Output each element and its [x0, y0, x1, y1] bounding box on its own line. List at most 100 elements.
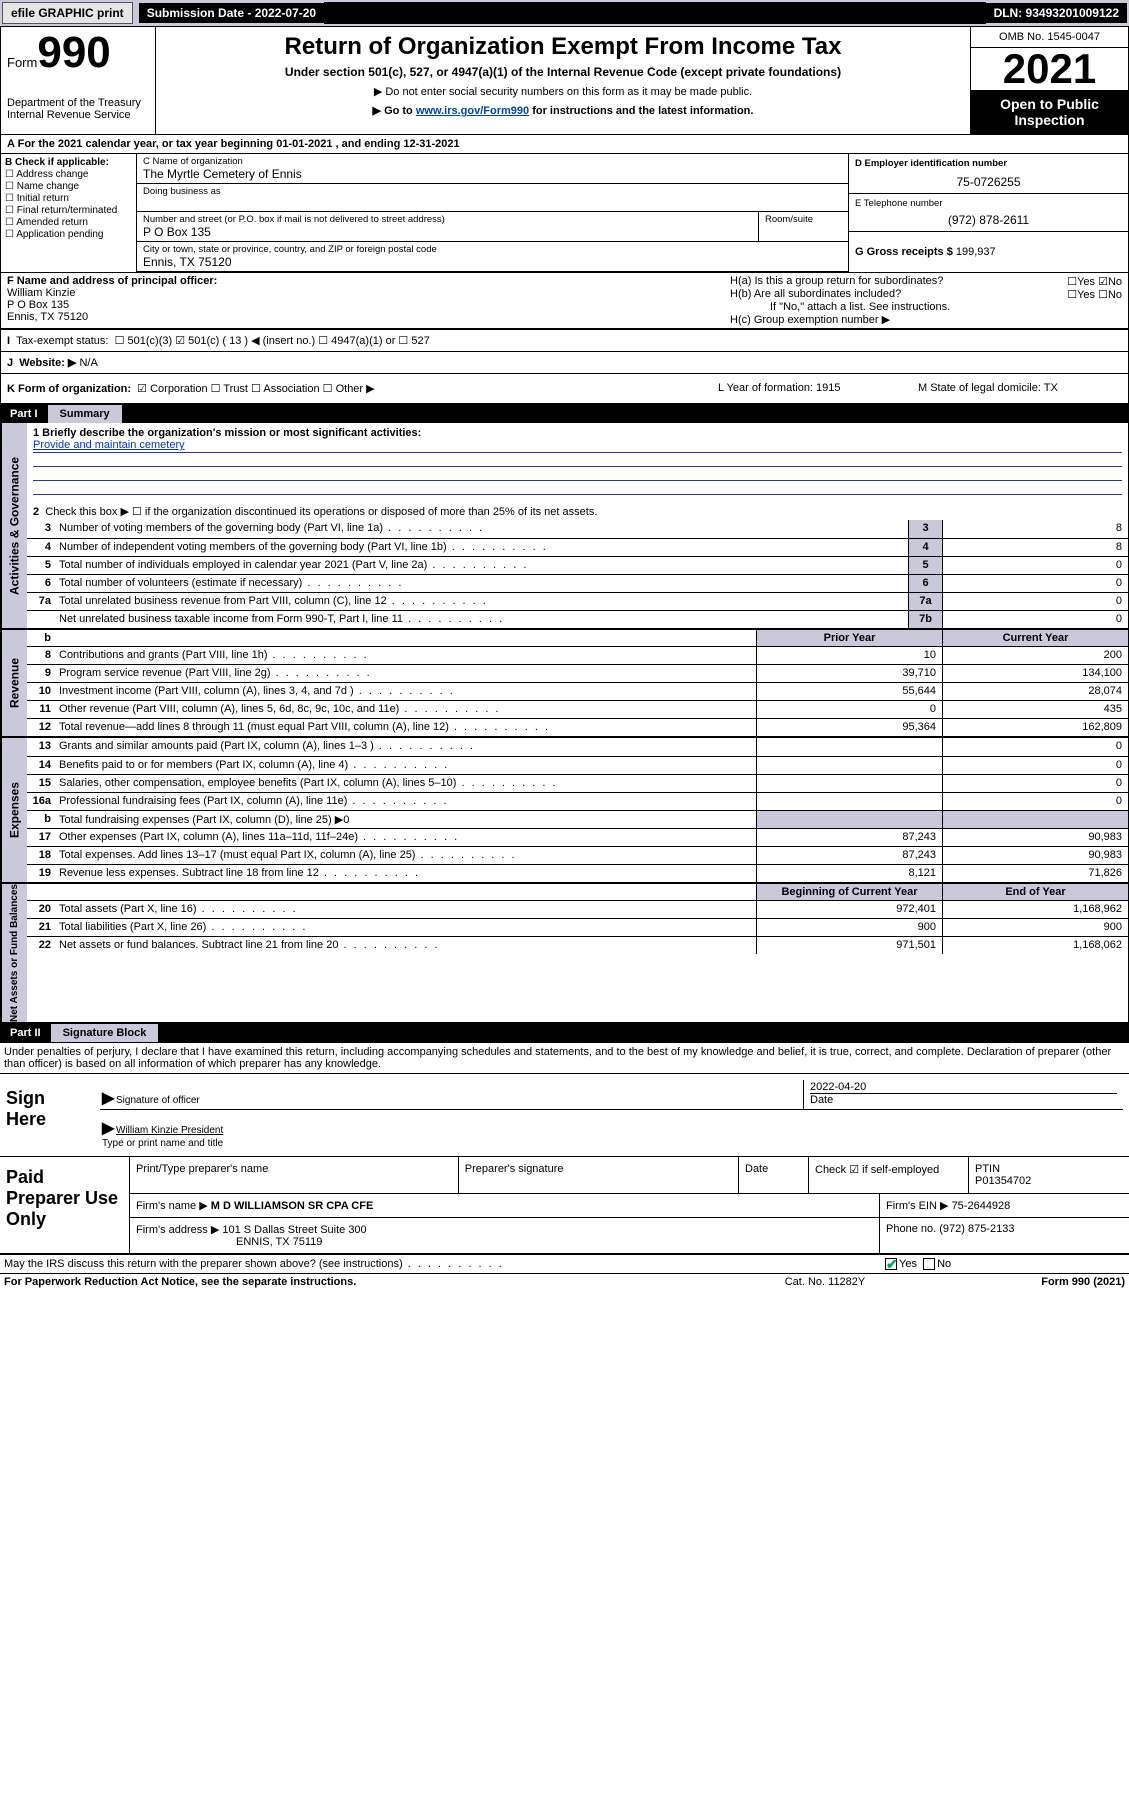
hdr-begin-year: Beginning of Current Year [756, 884, 942, 900]
section-expenses: Expenses 13 Grants and similar amounts p… [0, 738, 1129, 884]
line-num: 17 [27, 829, 55, 846]
line-num: 6 [27, 575, 55, 592]
line-boxnum: 7b [908, 611, 942, 628]
line-num: 14 [27, 757, 55, 774]
tax-year: 2021 [971, 48, 1128, 90]
line-text: Total assets (Part X, line 16) [55, 901, 756, 918]
cb-final-return[interactable]: ☐ Final return/terminated [5, 205, 132, 216]
current-value: 0 [942, 757, 1128, 774]
org-name: The Myrtle Cemetery of Ennis [143, 167, 842, 181]
officer-addr2: Ennis, TX 75120 [7, 311, 718, 323]
exp-line-19: 19 Revenue less expenses. Subtract line … [27, 864, 1128, 882]
dept-label: Department of the Treasury Internal Reve… [7, 97, 149, 121]
firm-addr-label: Firm's address ▶ [136, 1224, 219, 1236]
k-label: K Form of organization: [7, 383, 131, 395]
prior-value: 95,364 [756, 719, 942, 736]
line-value: 0 [942, 557, 1128, 574]
firm-name-label: Firm's name ▶ [136, 1200, 208, 1212]
efile-button[interactable]: efile GRAPHIC print [2, 2, 133, 24]
city-label: City or town, state or province, country… [143, 244, 842, 255]
gov-line-7a: 7a Total unrelated business revenue from… [27, 592, 1128, 610]
line-text: Benefits paid to or for members (Part IX… [55, 757, 756, 774]
paid-preparer-block: Paid Preparer Use Only Print/Type prepar… [0, 1157, 1129, 1255]
row-klm: K Form of organization: ☑ Corporation ☐ … [0, 373, 1129, 405]
current-value: 28,074 [942, 683, 1128, 700]
cb-initial-return[interactable]: ☐ Initial return [5, 193, 132, 204]
gross-value: 199,937 [956, 246, 996, 258]
mission-block: 1 Briefly describe the organization's mi… [27, 423, 1128, 499]
form-right-box: OMB No. 1545-0047 2021 Open to Public In… [970, 27, 1128, 134]
line-text: Investment income (Part VIII, column (A)… [55, 683, 756, 700]
prior-value: 0 [756, 701, 942, 718]
current-value [942, 811, 1128, 828]
mission-line3 [33, 467, 1122, 481]
vtab-expenses: Expenses [1, 738, 27, 882]
prep-self-hdr[interactable]: Check ☑ if self-employed [809, 1157, 969, 1193]
line-text: Number of independent voting members of … [55, 539, 908, 556]
irs-link[interactable]: www.irs.gov/Form990 [416, 105, 529, 117]
street-label: Number and street (or P.O. box if mail i… [143, 214, 752, 225]
line-boxnum: 6 [908, 575, 942, 592]
line-num: 19 [27, 865, 55, 882]
part2-num: Part II [0, 1024, 51, 1042]
exp-line-16a: 16a Professional fundraising fees (Part … [27, 792, 1128, 810]
ptin-label: PTIN [975, 1163, 1000, 1175]
i-options[interactable]: ☐ 501(c)(3) ☑ 501(c) ( 13 ) ◀ (insert no… [115, 335, 430, 347]
gross-label: G Gross receipts $ [855, 246, 956, 258]
vtab-netassets: Net Assets or Fund Balances [1, 884, 27, 1022]
line-text: Other expenses (Part IX, column (A), lin… [55, 829, 756, 846]
line-num: 10 [27, 683, 55, 700]
cb-amended[interactable]: ☐ Amended return [5, 217, 132, 228]
current-value: 0 [942, 793, 1128, 810]
hb-yes[interactable]: Yes [1077, 289, 1095, 301]
ha-yes[interactable]: Yes [1077, 276, 1095, 288]
discuss-no-cb[interactable] [923, 1258, 935, 1270]
hdr-prior-year: Prior Year [756, 630, 942, 646]
cb-name-change[interactable]: ☐ Name change [5, 181, 132, 192]
current-value: 435 [942, 701, 1128, 718]
cb-address-change[interactable]: ☐ Address change [5, 169, 132, 180]
line-text: Total liabilities (Part X, line 26) [55, 919, 756, 936]
sig-date-value: 2022-04-20 [810, 1081, 1117, 1093]
hb-no[interactable]: No [1108, 289, 1122, 301]
firm-name: M D WILLIAMSON SR CPA CFE [211, 1200, 374, 1212]
ha-no[interactable]: No [1108, 276, 1122, 288]
paid-label: Paid Preparer Use Only [0, 1157, 130, 1253]
paperwork-notice: For Paperwork Reduction Act Notice, see … [4, 1276, 725, 1288]
open-to-inspection: Open to Public Inspection [971, 90, 1128, 134]
ha-label: H(a) Is this a group return for subordin… [730, 275, 1067, 288]
col-b-checkboxes: B Check if applicable: ☐ Address change … [1, 154, 137, 272]
line-num: 9 [27, 665, 55, 682]
line-value: 8 [942, 520, 1128, 538]
j-label: Website: ▶ [19, 357, 76, 369]
part1-num: Part I [0, 405, 48, 423]
line-value: 0 [942, 575, 1128, 592]
submission-date: Submission Date - 2022-07-20 [139, 3, 324, 23]
line-text: Net unrelated business taxable income fr… [55, 611, 908, 628]
firm-ein: 75-2644928 [952, 1200, 1011, 1212]
tel-value: (972) 878-2611 [855, 213, 1122, 227]
hc-label: H(c) Group exemption number ▶ [730, 313, 1122, 326]
cb-app-pending[interactable]: ☐ Application pending [5, 229, 132, 240]
mission-line2 [33, 453, 1122, 467]
dba-label: Doing business as [143, 186, 842, 197]
end-value: 900 [942, 919, 1128, 936]
col-d-right: D Employer identification number 75-0726… [848, 154, 1128, 272]
current-value: 0 [942, 738, 1128, 756]
line-num: 15 [27, 775, 55, 792]
prior-value: 8,121 [756, 865, 942, 882]
line-text: Professional fundraising fees (Part IX, … [55, 793, 756, 810]
firm-addr2: ENNIS, TX 75119 [236, 1236, 322, 1248]
line-boxnum: 3 [908, 520, 942, 538]
discuss-yes-cb[interactable] [885, 1258, 897, 1270]
street-value: P O Box 135 [143, 225, 752, 239]
line-num: 22 [27, 937, 55, 954]
line-num: b [27, 811, 55, 828]
part2-title: Signature Block [51, 1024, 159, 1042]
line-text: Salaries, other compensation, employee b… [55, 775, 756, 792]
line-value: 0 [942, 593, 1128, 610]
rev-line-10: 10 Investment income (Part VIII, column … [27, 682, 1128, 700]
k-options[interactable]: ☑ Corporation ☐ Trust ☐ Association ☐ Ot… [137, 383, 374, 395]
current-value: 200 [942, 647, 1128, 664]
line-text: Number of voting members of the governin… [55, 520, 908, 538]
